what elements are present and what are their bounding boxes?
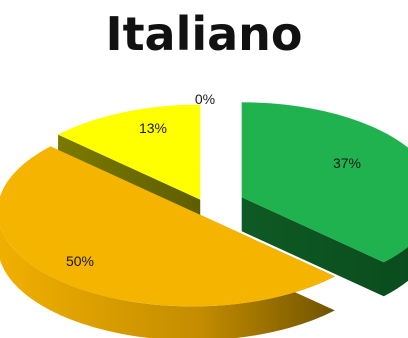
pie-slice bbox=[0, 146, 335, 307]
pie-slice bbox=[58, 104, 201, 200]
slice-data-label: 0% bbox=[195, 91, 215, 107]
slice-data-label: 37% bbox=[333, 155, 361, 171]
slice-data-label: 13% bbox=[139, 120, 167, 136]
pie-slice-side bbox=[241, 102, 408, 297]
slice-labels: 37% 50% 13% 0% bbox=[66, 91, 361, 269]
slice-data-label: 50% bbox=[66, 253, 94, 269]
chart-title: Italiano bbox=[105, 7, 303, 61]
slice-tops bbox=[0, 102, 408, 307]
pie-slice bbox=[241, 102, 408, 263]
